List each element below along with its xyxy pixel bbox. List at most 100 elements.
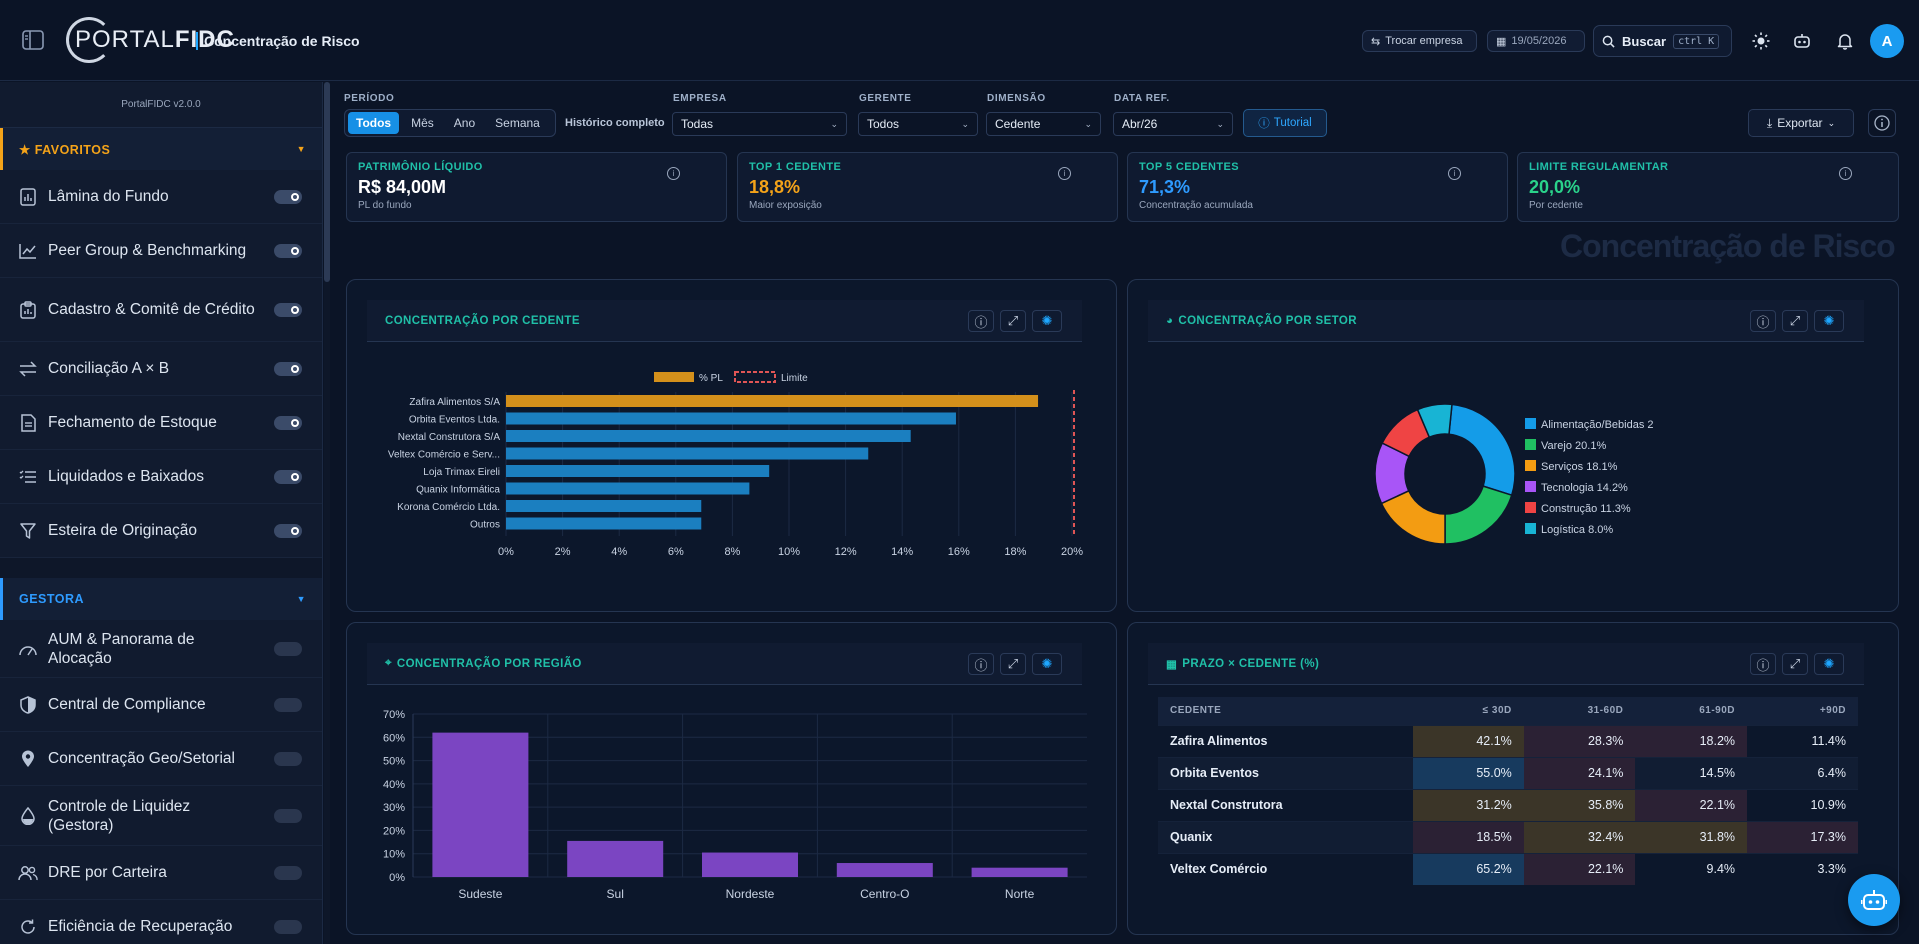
kpi-value: R$ 84,00M (358, 177, 447, 197)
sidebar-item-fechamento[interactable]: Fechamento de Estoque (0, 396, 322, 450)
sidebar-item-dre[interactable]: DRE por Carteira (0, 846, 322, 900)
lightbulb-icon[interactable]: ✺ (1032, 310, 1062, 332)
cedente-name-cell: Orbita Eventos (1158, 756, 1413, 789)
panel-header: ◕ CONCENTRAÇÃO POR SETOR ⓘ ⤢ ✺ (1148, 300, 1864, 342)
assistant-chat-button[interactable] (1848, 874, 1900, 926)
info-icon[interactable]: ⓘ (968, 653, 994, 675)
table-row[interactable]: Zafira Alimentos 42.1% 28.3% 18.2% 11.4% (1158, 724, 1858, 757)
column-header[interactable]: CEDENTE (1158, 697, 1413, 725)
panel-tools: ⓘ ⤢ ✺ (968, 310, 1062, 332)
robot-assistant-icon[interactable] (1791, 30, 1813, 52)
chevron-down-icon: ⌄ (1827, 117, 1836, 128)
user-avatar[interactable]: A (1870, 24, 1904, 58)
period-option-todos[interactable]: Todos (348, 112, 400, 134)
favorite-toggle[interactable] (274, 697, 302, 712)
theme-toggle-icon[interactable] (1750, 30, 1772, 52)
sidebar-toggle-icon[interactable] (22, 30, 44, 50)
sidebar-item-lamina[interactable]: Lâmina do Fundo (0, 170, 322, 224)
table-row[interactable]: Quanix 18.5% 32.4% 31.8% 17.3% (1158, 820, 1858, 853)
empresa-select[interactable]: Todas ⌄ (672, 112, 847, 136)
column-header[interactable]: 61-90D (1635, 697, 1748, 725)
notification-bell-icon[interactable] (1834, 30, 1856, 52)
sidebar-item-conciliacao[interactable]: Conciliação A × B (0, 342, 322, 396)
info-icon[interactable]: ⓘ (1750, 310, 1776, 332)
export-button[interactable]: ⤓ Exportar ⌄ (1748, 109, 1854, 137)
percentage-cell: 18.5% (1412, 820, 1524, 853)
sidebar-item-eficiencia[interactable]: Eficiência de Recuperação (0, 900, 322, 944)
panel-concentracao-regiao: ⌖ CONCENTRAÇÃO POR REGIÃO ⓘ ⤢ ✺ 0% 10% 20% 3… (346, 622, 1117, 935)
panel-title: CONCENTRAÇÃO POR REGIÃO (396, 657, 582, 670)
favorite-toggle[interactable] (274, 751, 302, 766)
regiao-bar (702, 852, 798, 877)
info-icon[interactable]: i (1448, 167, 1461, 180)
favorite-toggle[interactable] (274, 523, 302, 538)
table-row[interactable]: Orbita Eventos 55.0% 24.1% 14.5% 6.4% (1158, 756, 1858, 789)
y-category-label: Loja Trimax Eireli (423, 467, 500, 478)
sidebar-item-compliance[interactable]: Central de Compliance (0, 678, 322, 732)
period-segmented-control[interactable]: Todos Mês Ano Semana (344, 109, 556, 137)
search-button[interactable]: Buscar ctrl K (1593, 25, 1732, 57)
favorite-toggle[interactable] (274, 189, 302, 204)
clipboard-icon (18, 300, 38, 320)
favorite-toggle[interactable] (274, 808, 302, 823)
expand-icon[interactable]: ⤢ (1782, 653, 1808, 675)
sidebar-item-esteira[interactable]: Esteira de Originação (0, 504, 322, 558)
info-icon[interactable]: ⓘ (968, 310, 994, 332)
info-icon[interactable]: i (1058, 167, 1071, 180)
cedente-bar (506, 500, 702, 512)
sidebar-item-peer-group[interactable]: Peer Group & Benchmarking (0, 224, 322, 278)
sidebar-item-label: Eficiência de Recuperação (48, 918, 233, 935)
percentage-cell: 10.9% (1747, 788, 1858, 821)
lightbulb-icon[interactable]: ✺ (1814, 310, 1844, 332)
table-row[interactable]: Veltex Comércio 65.2% 22.1% 9.4% 3.3% (1158, 852, 1858, 885)
sidebar-item-liquidados[interactable]: Liquidados e Baixados (0, 450, 322, 504)
switch-company-button[interactable]: ⇆ Trocar empresa (1362, 30, 1477, 52)
favorite-toggle[interactable] (274, 361, 302, 376)
lightbulb-icon[interactable]: ✺ (1814, 653, 1844, 675)
gestora-section-header[interactable]: GESTORA ▼ (0, 578, 322, 620)
percentage-cell: 22.1% (1635, 788, 1748, 821)
favorite-toggle[interactable] (274, 865, 302, 880)
lightbulb-icon[interactable]: ✺ (1032, 653, 1062, 675)
sidebar-item-label: Esteira de Originação (48, 522, 198, 539)
info-icon[interactable]: i (1839, 167, 1852, 180)
gauge-icon (18, 639, 38, 659)
info-icon[interactable]: i (667, 167, 680, 180)
favorite-toggle[interactable] (274, 302, 302, 317)
cedente-bar (506, 482, 750, 495)
expand-icon[interactable]: ⤢ (1782, 310, 1808, 332)
period-option-semana[interactable]: Semana (495, 116, 540, 130)
page-info-icon[interactable] (1868, 109, 1896, 137)
gerente-select[interactable]: Todos ⌄ (858, 112, 978, 136)
favorite-toggle[interactable] (274, 641, 302, 656)
favorite-toggle[interactable] (274, 243, 302, 258)
column-header[interactable]: 31-60D (1523, 697, 1636, 725)
date-badge[interactable]: ▦ 19/05/2026 (1487, 30, 1585, 52)
favorite-toggle[interactable] (274, 415, 302, 430)
column-header[interactable]: ≤ 30D (1412, 697, 1524, 725)
favorite-toggle[interactable] (274, 469, 302, 484)
sidebar-item-liquidez[interactable]: Controle de Liquidez (Gestora) (0, 786, 322, 846)
period-option-ano[interactable]: Ano (453, 116, 476, 130)
chevron-down-icon: ▼ (296, 144, 306, 154)
info-icon[interactable]: ⓘ (1750, 653, 1776, 675)
tutorial-button[interactable]: ⓘ Tutorial (1243, 109, 1327, 137)
sidebar-item-aum[interactable]: AUM & Panorama de Alocação (0, 620, 322, 678)
expand-icon[interactable]: ⤢ (1000, 310, 1026, 332)
table-row[interactable]: Nextal Construtora 31.2% 35.8% 22.1% 10.9% (1158, 788, 1858, 821)
favorites-section-header[interactable]: ★ FAVORITOS ▼ (0, 128, 322, 170)
portalfidc-logo[interactable]: PORTALFIDC (66, 16, 235, 64)
favorite-toggle[interactable] (274, 919, 302, 934)
sidebar-item-cadastro[interactable]: Cadastro & Comitê de Crédito (0, 278, 322, 342)
sidebar-scrollbar[interactable] (324, 82, 330, 944)
period-option-mes[interactable]: Mês (411, 116, 434, 130)
x-category-label: Sul (607, 887, 624, 901)
sidebar-item-concentracao-geo[interactable]: Concentração Geo/Setorial (0, 732, 322, 786)
dimensao-select[interactable]: Cedente ⌄ (986, 112, 1101, 136)
y-tick-label: 50% (383, 756, 405, 768)
dataref-select[interactable]: Abr/26 ⌄ (1113, 112, 1233, 136)
percentage-cell: 28.3% (1523, 724, 1636, 757)
scrollbar-thumb[interactable] (324, 82, 330, 282)
expand-icon[interactable]: ⤢ (1000, 653, 1026, 675)
column-header[interactable]: +90D (1747, 697, 1858, 725)
